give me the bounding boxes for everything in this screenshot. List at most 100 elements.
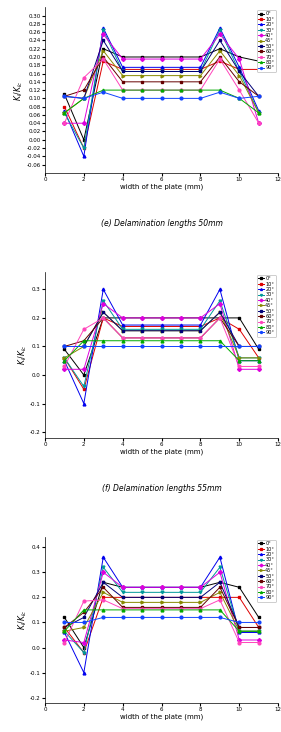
10°	[121, 593, 124, 602]
20°	[101, 23, 105, 32]
10°	[121, 322, 124, 331]
Line: 70°: 70°	[63, 599, 260, 644]
50°	[160, 593, 163, 602]
90°	[238, 342, 241, 351]
0°	[121, 53, 124, 61]
50°	[218, 308, 221, 317]
80°	[140, 86, 144, 94]
70°	[160, 604, 163, 613]
60°	[101, 53, 105, 61]
90°	[82, 94, 85, 102]
10°	[238, 593, 241, 602]
60°	[63, 342, 66, 351]
10°	[218, 57, 221, 66]
80°	[218, 605, 221, 614]
10°	[218, 593, 221, 602]
Line: 50°: 50°	[63, 39, 260, 100]
70°	[179, 86, 183, 94]
70°	[101, 595, 105, 604]
70°	[82, 325, 85, 334]
10°	[218, 313, 221, 322]
40°	[63, 119, 66, 127]
45°	[121, 326, 124, 335]
90°	[257, 618, 260, 627]
40°	[101, 30, 105, 39]
50°	[140, 67, 144, 76]
20°	[140, 583, 144, 591]
Y-axis label: $K_I/K_{Ic}$: $K_I/K_{Ic}$	[13, 80, 25, 100]
45°	[63, 627, 66, 635]
10°	[63, 623, 66, 632]
70°	[218, 55, 221, 64]
0°	[82, 643, 85, 652]
0°	[101, 578, 105, 586]
Line: 70°: 70°	[63, 316, 260, 367]
0°	[199, 583, 202, 591]
20°	[160, 321, 163, 329]
10°	[101, 313, 105, 322]
60°	[121, 78, 124, 86]
0°	[140, 53, 144, 61]
10°	[257, 623, 260, 632]
80°	[101, 337, 105, 346]
10°	[101, 57, 105, 66]
70°	[140, 604, 144, 613]
50°	[82, 94, 85, 102]
10°	[179, 322, 183, 331]
80°	[101, 605, 105, 614]
80°	[199, 605, 202, 614]
20°	[82, 399, 85, 408]
Line: 10°: 10°	[63, 60, 260, 149]
80°	[160, 86, 163, 94]
40°	[199, 55, 202, 64]
45°	[101, 46, 105, 55]
45°	[257, 354, 260, 362]
90°	[160, 94, 163, 102]
90°	[238, 94, 241, 102]
Line: 40°: 40°	[63, 571, 260, 644]
30°	[257, 627, 260, 635]
70°	[63, 638, 66, 647]
0°	[63, 613, 66, 621]
0°	[179, 313, 183, 322]
50°	[101, 36, 105, 45]
0°	[82, 135, 85, 144]
80°	[238, 627, 241, 635]
30°	[257, 354, 260, 362]
10°	[63, 102, 66, 111]
90°	[199, 94, 202, 102]
40°	[218, 30, 221, 39]
0°	[121, 583, 124, 591]
30°	[140, 325, 144, 334]
60°	[82, 86, 85, 94]
50°	[140, 326, 144, 335]
80°	[82, 337, 85, 346]
40°	[199, 313, 202, 322]
10°	[160, 593, 163, 602]
90°	[140, 342, 144, 351]
50°	[63, 342, 66, 351]
40°	[63, 635, 66, 644]
30°	[160, 588, 163, 597]
70°	[238, 86, 241, 94]
90°	[199, 342, 202, 351]
20°	[63, 356, 66, 365]
60°	[121, 603, 124, 612]
80°	[140, 605, 144, 614]
40°	[101, 299, 105, 308]
20°	[140, 321, 144, 329]
20°	[121, 63, 124, 72]
45°	[63, 108, 66, 117]
0°	[218, 578, 221, 586]
30°	[101, 563, 105, 572]
0°	[199, 313, 202, 322]
70°	[121, 604, 124, 613]
30°	[179, 588, 183, 597]
40°	[82, 638, 85, 647]
90°	[121, 613, 124, 621]
Line: 30°: 30°	[63, 566, 260, 654]
90°	[82, 618, 85, 627]
70°	[199, 604, 202, 613]
40°	[121, 583, 124, 591]
40°	[238, 365, 241, 373]
